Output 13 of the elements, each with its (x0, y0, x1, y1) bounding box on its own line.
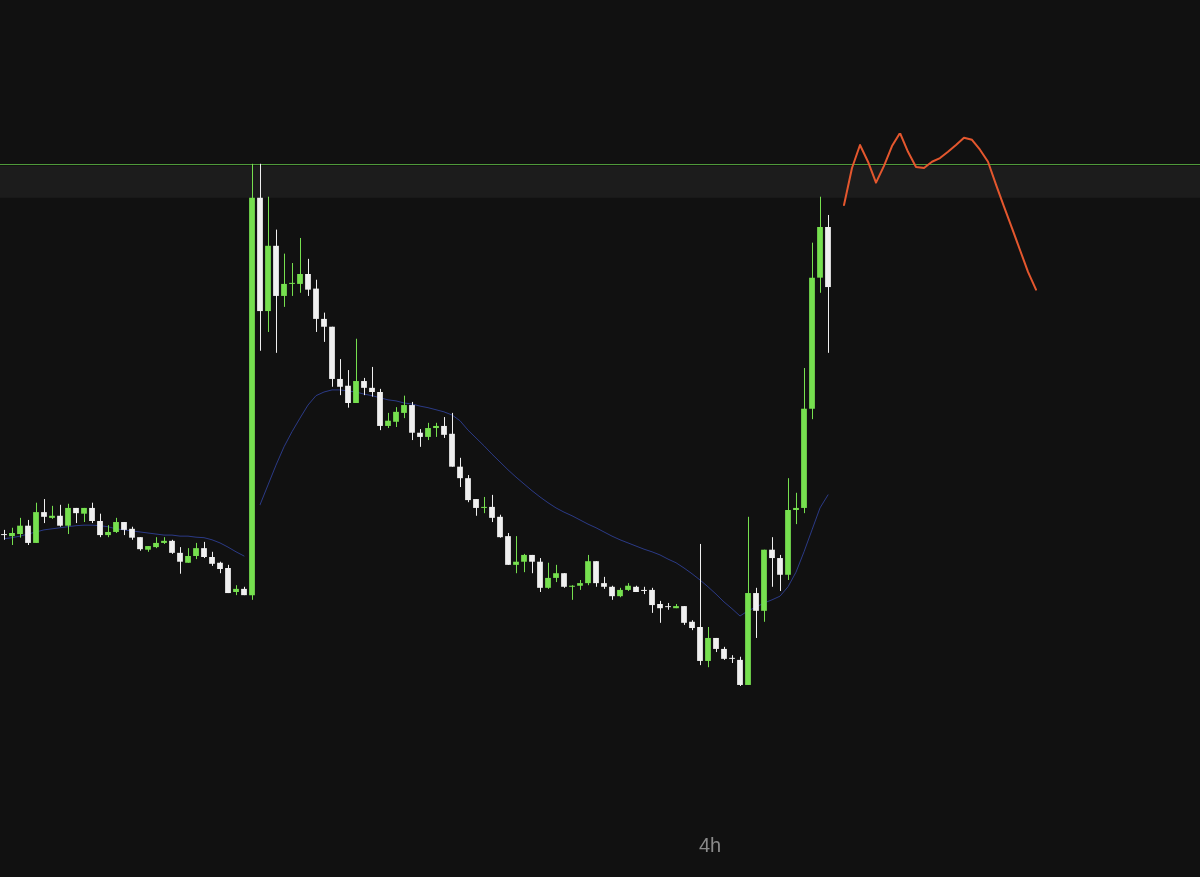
candlestick (529, 554, 535, 574)
candlestick (185, 547, 191, 564)
text: 4h (697, 834, 723, 857)
candlestick (81, 507, 87, 523)
candlestick (553, 564, 559, 583)
candlestick (361, 377, 367, 396)
candlestick (561, 572, 567, 589)
candlestick (521, 553, 527, 573)
candlestick (41, 498, 47, 524)
candlestick (145, 545, 151, 553)
candlestick (601, 576, 607, 590)
candlestick (209, 551, 215, 567)
candlestick (577, 579, 583, 591)
